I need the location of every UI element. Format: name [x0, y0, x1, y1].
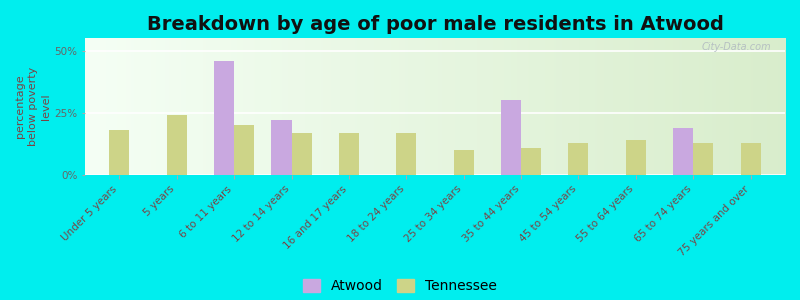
- Bar: [521, 148, 541, 175]
- Y-axis label: percentage
below poverty
level: percentage below poverty level: [15, 67, 51, 146]
- Text: City-Data.com: City-Data.com: [702, 42, 771, 52]
- Bar: [741, 143, 761, 175]
- Bar: [693, 143, 714, 175]
- Bar: [214, 61, 234, 175]
- Legend: Atwood, Tennessee: Atwood, Tennessee: [303, 279, 497, 293]
- Bar: [271, 120, 291, 175]
- Bar: [501, 100, 521, 175]
- Bar: [673, 128, 693, 175]
- Bar: [454, 150, 474, 175]
- Bar: [291, 133, 311, 175]
- Bar: [396, 133, 416, 175]
- Title: Breakdown by age of poor male residents in Atwood: Breakdown by age of poor male residents …: [146, 15, 723, 34]
- Bar: [339, 133, 359, 175]
- Bar: [110, 130, 130, 175]
- Bar: [568, 143, 589, 175]
- Bar: [166, 116, 186, 175]
- Bar: [626, 140, 646, 175]
- Bar: [234, 125, 254, 175]
